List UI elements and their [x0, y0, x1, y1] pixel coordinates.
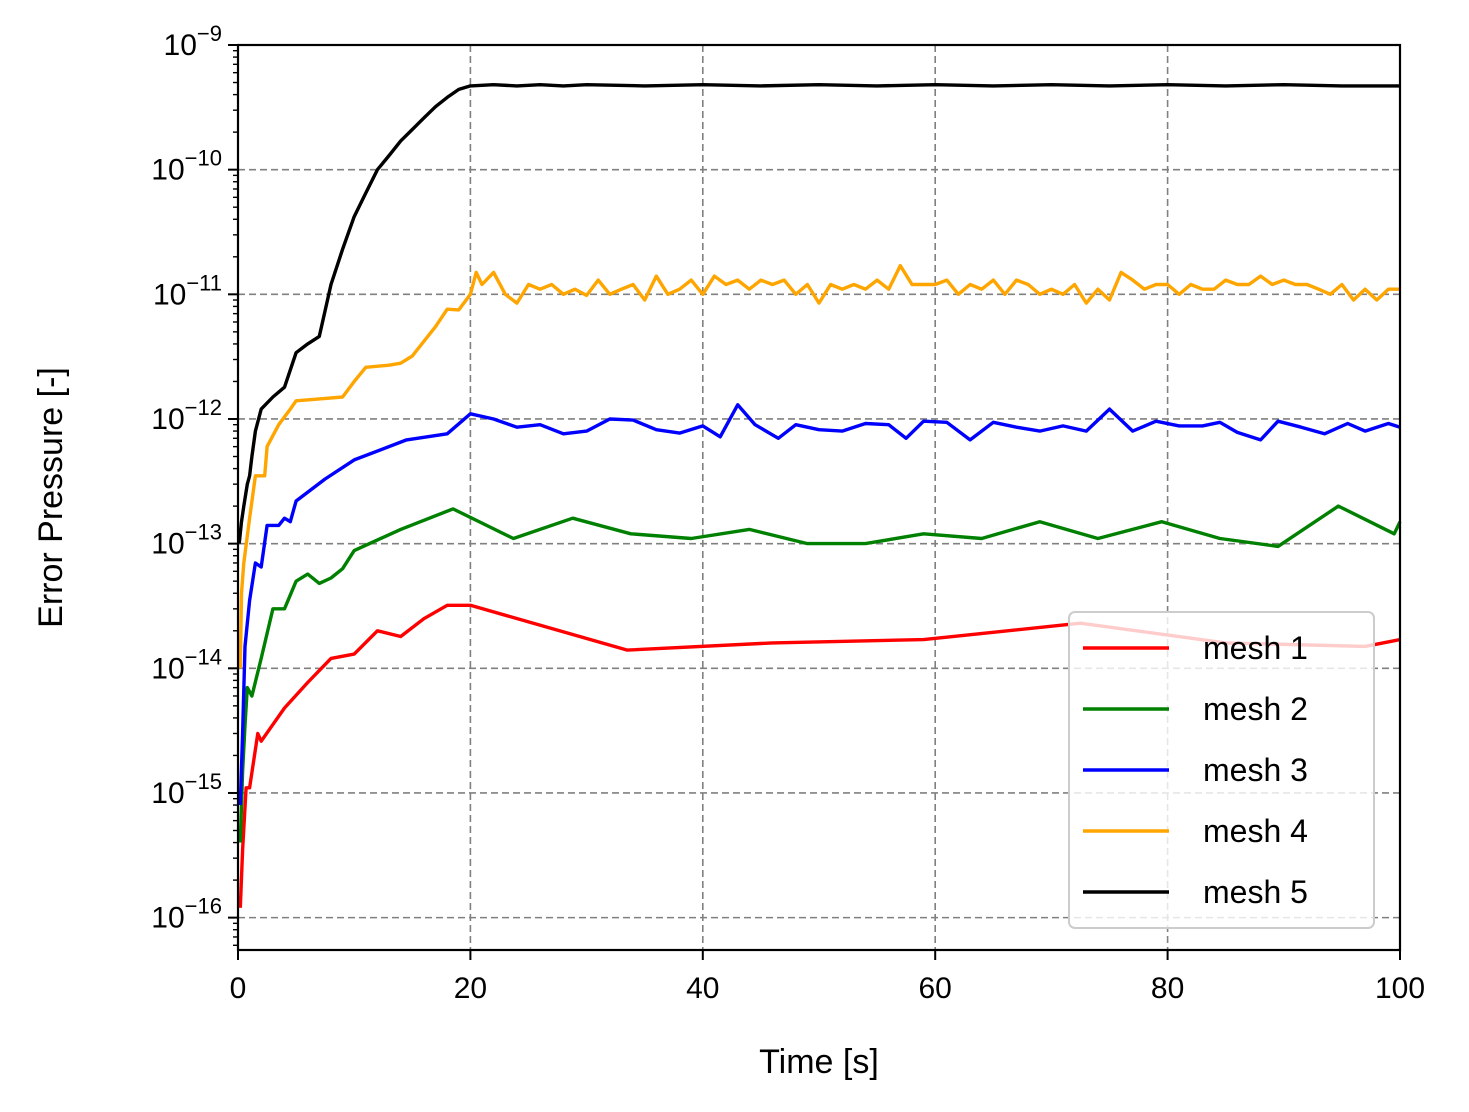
legend-label: mesh 3: [1203, 752, 1308, 788]
series-line-mesh-1: [238, 603, 1401, 908]
x-tick-labels: 0 20 40 60 80 100: [230, 972, 1425, 1005]
x-tick-label: 20: [454, 972, 487, 1005]
y-tick-label: 10−14: [151, 644, 222, 685]
series-line-mesh-4: [238, 263, 1400, 669]
y-tick-label: 10−9: [164, 21, 222, 62]
y-tick-label: 10−12: [151, 395, 222, 436]
legend-label: mesh 1: [1203, 630, 1308, 666]
series-line-mesh-5: [237, 82, 1400, 544]
legend-label: mesh 4: [1203, 813, 1308, 849]
series-line-mesh-3: [238, 403, 1401, 806]
legend-box: [1068, 611, 1375, 929]
y-axis-title: Error Pressure [-]: [32, 367, 70, 628]
x-tick-label: 100: [1375, 972, 1425, 1005]
y-tick-label: 10−16: [151, 894, 222, 935]
y-tick-label: 10−11: [153, 270, 222, 311]
y-tick-label: 10−15: [151, 769, 222, 810]
plot-frame: [236, 43, 1402, 952]
x-tick-label: 80: [1151, 972, 1184, 1005]
series-line-mesh-2: [238, 504, 1402, 843]
legend-label: mesh 2: [1203, 691, 1308, 727]
y-tick-label: 10−10: [151, 146, 222, 187]
x-tick-label: 40: [686, 972, 719, 1005]
legend: mesh 1 mesh 2 mesh 3 mesh 4 mesh 5: [1068, 611, 1375, 929]
series-layer: [237, 82, 1402, 908]
x-tick-label: 60: [919, 972, 952, 1005]
legend-label: mesh 5: [1203, 874, 1308, 910]
y-tick-labels: 10−16 10−15 10−14 10−13 10−12 10−11 10−10 10−9: [151, 21, 222, 935]
x-tick-label: 0: [230, 972, 247, 1005]
x-axis-title: Time [s]: [759, 1043, 879, 1081]
y-tick-label: 10−13: [151, 520, 222, 561]
